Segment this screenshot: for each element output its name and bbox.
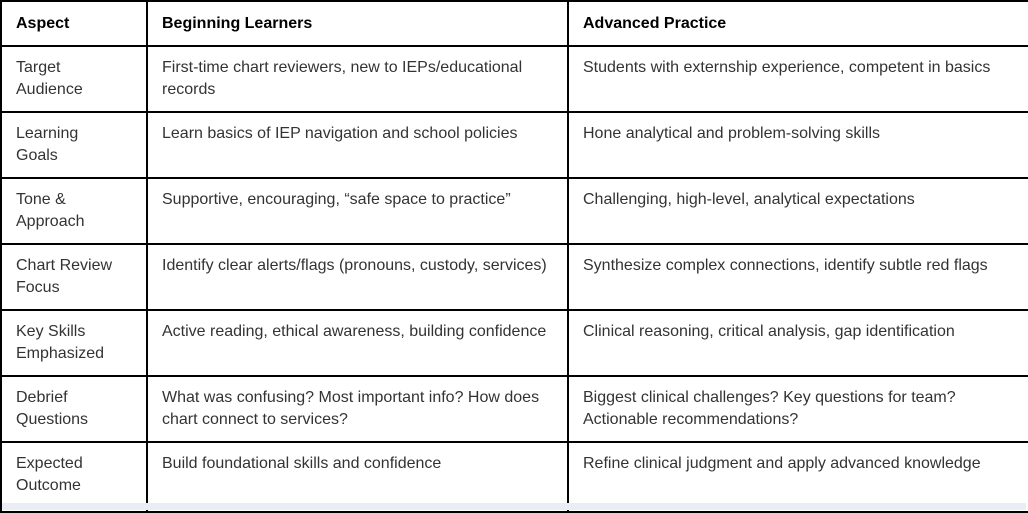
cell-beginning: What was confusing? Most important info?… — [146, 375, 569, 443]
cell-beginning: First-time chart reviewers, new to IEPs/… — [146, 45, 569, 113]
table-row-key-skills: Key Skills Emphasized Active reading, et… — [0, 309, 1028, 377]
column-header-beginning-learners: Beginning Learners — [146, 0, 569, 47]
cell-advanced: Biggest clinical challenges? Key questio… — [567, 375, 1028, 443]
table-row-learning-goals: Learning Goals Learn basics of IEP navig… — [0, 111, 1028, 179]
cell-aspect: Chart Review Focus — [0, 243, 148, 311]
cell-aspect: Tone & Approach — [0, 177, 148, 245]
cell-beginning: Supportive, encouraging, “safe space to … — [146, 177, 569, 245]
cell-aspect: Target Audience — [0, 45, 148, 113]
cell-beginning: Learn basics of IEP navigation and schoo… — [146, 111, 569, 179]
cell-advanced: Hone analytical and problem-solving skil… — [567, 111, 1028, 179]
cell-beginning: Build foundational skills and confidence — [146, 441, 569, 513]
cell-advanced: Challenging, high-level, analytical expe… — [567, 177, 1028, 245]
bottom-strip — [2, 503, 1026, 510]
cell-advanced: Students with externship experience, com… — [567, 45, 1028, 113]
cell-beginning: Identify clear alerts/flags (pronouns, c… — [146, 243, 569, 311]
cell-aspect: Learning Goals — [0, 111, 148, 179]
table-row-expected-outcome: Expected Outcome Build foundational skil… — [0, 441, 1028, 513]
table-row-chart-review-focus: Chart Review Focus Identify clear alerts… — [0, 243, 1028, 311]
cell-advanced: Clinical reasoning, critical analysis, g… — [567, 309, 1028, 377]
cell-advanced: Synthesize complex connections, identify… — [567, 243, 1028, 311]
cell-aspect: Key Skills Emphasized — [0, 309, 148, 377]
cell-aspect: Debrief Questions — [0, 375, 148, 443]
cell-advanced: Refine clinical judgment and apply advan… — [567, 441, 1028, 513]
column-header-advanced-practice: Advanced Practice — [567, 0, 1028, 47]
table-row-debrief-questions: Debrief Questions What was confusing? Mo… — [0, 375, 1028, 443]
header-row: Aspect Beginning Learners Advanced Pract… — [0, 0, 1028, 47]
table-row-target-audience: Target Audience First-time chart reviewe… — [0, 45, 1028, 113]
column-header-aspect: Aspect — [0, 0, 148, 47]
cell-beginning: Active reading, ethical awareness, build… — [146, 309, 569, 377]
table-row-tone-approach: Tone & Approach Supportive, encouraging,… — [0, 177, 1028, 245]
cell-aspect: Expected Outcome — [0, 441, 148, 513]
